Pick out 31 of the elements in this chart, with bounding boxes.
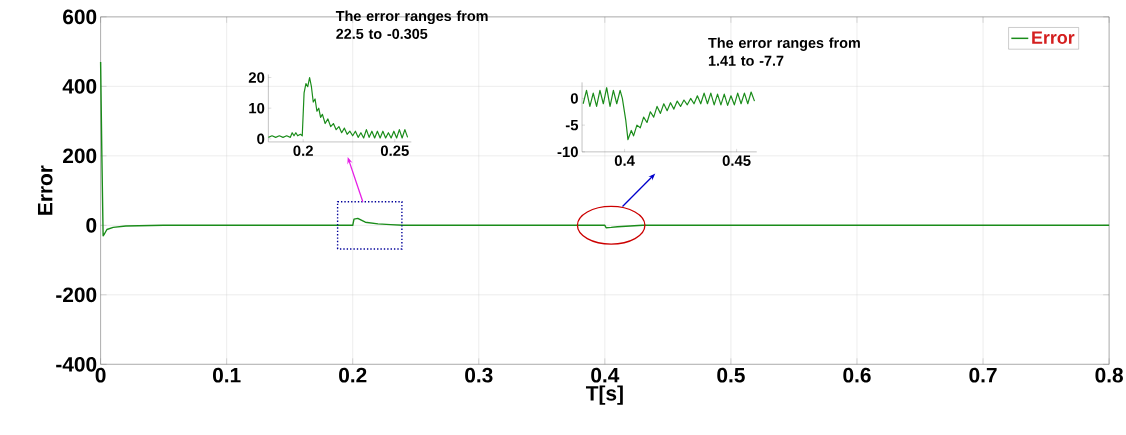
y-tick-label: -5 — [565, 120, 579, 131]
x-axis-title: T[s] — [585, 385, 623, 405]
x-tick-label: 0.2 — [339, 367, 367, 383]
y-tick-label: 400 — [62, 79, 97, 94]
x-tick-label: 0.1 — [213, 367, 241, 383]
line-series — [267, 77, 409, 139]
y-axis-title: Error — [37, 165, 53, 215]
y-tick-label: 20 — [248, 72, 265, 83]
x-tick-label: 0.2 — [293, 145, 313, 157]
x-tick-label: 0.4 — [591, 367, 620, 383]
x-tick-label: 0.3 — [465, 367, 493, 383]
y-tick-label: 600 — [63, 9, 97, 25]
y-tick-label: 0 — [86, 218, 97, 233]
x-tick-label: 0.5 — [717, 367, 745, 383]
y-tick-label: 0 — [570, 93, 578, 104]
y-tick-label: 10 — [249, 103, 265, 114]
annotation: The error ranges from 1.41 to -7.7 — [708, 37, 860, 66]
x-tick-label: 0.6 — [843, 367, 871, 383]
annotation: The error ranges from 22.5 to -0.305 — [335, 10, 488, 40]
y-tick-label: -200 — [56, 287, 97, 303]
y-tick-label: 200 — [63, 148, 97, 164]
y-tick-label: -400 — [56, 357, 97, 372]
line-series — [582, 87, 756, 141]
y-tick-label: 0 — [257, 133, 265, 145]
y-tick-label: -10 — [557, 146, 578, 158]
x-tick-label: 0.4 — [614, 155, 635, 167]
x-tick-label: 0.8 — [1095, 367, 1123, 383]
legend-label: Error — [1032, 31, 1075, 45]
x-tick-label: 0.7 — [969, 367, 997, 383]
x-tick-label: 0.25 — [380, 145, 409, 157]
x-tick-label: 0.45 — [722, 155, 751, 167]
